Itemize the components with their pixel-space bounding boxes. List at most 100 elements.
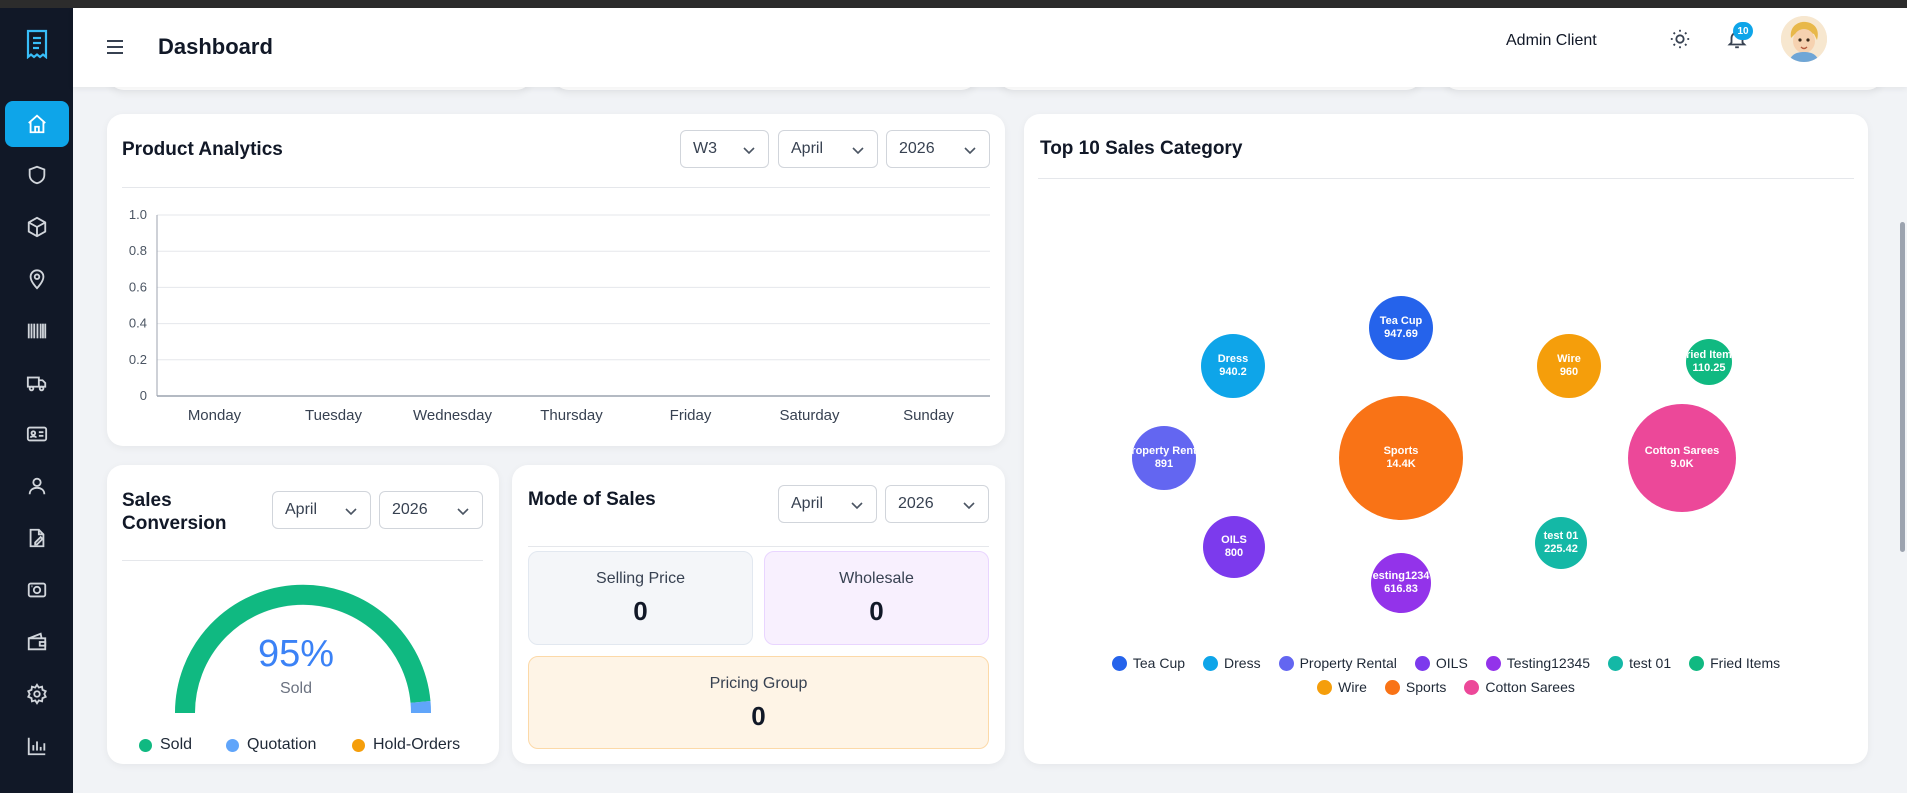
- legend-dot: [1464, 679, 1480, 695]
- chevron-down-icon: [345, 508, 357, 516]
- sidebar-item-users[interactable]: [5, 463, 69, 509]
- bubble-value: 947.69: [1384, 328, 1418, 340]
- browser-top-strip: [0, 0, 1907, 8]
- top-sales-category-title: Top 10 Sales Category: [1040, 138, 1243, 159]
- sidebar-item-documents[interactable]: [5, 515, 69, 561]
- bubble-testing12345[interactable]: esting1234 616.83: [1371, 553, 1431, 613]
- legend-dot: [1608, 655, 1624, 671]
- sidebar-item-wallet[interactable]: [5, 619, 69, 665]
- bubble-value: 940.2: [1219, 366, 1247, 378]
- legend-item-test-01[interactable]: test 01: [1608, 655, 1671, 671]
- sidebar-item-delivery[interactable]: [5, 360, 69, 406]
- legend-item-property-rental[interactable]: Property Rental: [1278, 655, 1397, 671]
- card-divider: [122, 187, 990, 188]
- id-card-icon: [26, 426, 48, 442]
- legend-label: Wire: [1338, 679, 1367, 695]
- sales-conversion-month-select[interactable]: April: [272, 491, 371, 529]
- camera-icon: [27, 582, 47, 598]
- bubble-value: 110.25: [1692, 362, 1726, 374]
- product-analytics-card: Product Analytics W3 April 2026 0 0.2 0.4 0…: [107, 114, 1005, 446]
- y-tick-label: 0.6: [129, 279, 147, 294]
- wholesale-box: Wholesale 0: [764, 551, 989, 645]
- mode-of-sales-month-select[interactable]: April: [778, 485, 877, 523]
- bubble-sports[interactable]: Sports 14.4K: [1339, 396, 1463, 520]
- legend-dot: [1203, 655, 1219, 671]
- legend-item-sold[interactable]: Sold: [139, 736, 192, 754]
- bubble-property-rental[interactable]: roperty Rent 891: [1132, 426, 1196, 490]
- map-pin-icon: [29, 269, 45, 290]
- settings-icon: [27, 683, 47, 705]
- legend-item-tea-cup[interactable]: Tea Cup: [1111, 655, 1185, 671]
- gauge-sub-label: Sold: [279, 680, 313, 697]
- wallet-icon: [27, 632, 47, 651]
- sales-conversion-year-select[interactable]: 2026: [379, 491, 483, 529]
- bubble-cotton-sarees[interactable]: Cotton Sarees 9.0K: [1628, 404, 1736, 512]
- page-scrollbar-thumb[interactable]: [1900, 222, 1905, 552]
- month-select[interactable]: April: [778, 130, 878, 168]
- legend-item-hold-orders[interactable]: Hold-Orders: [352, 736, 460, 754]
- bubble-label: Wire: [1557, 353, 1581, 365]
- legend-dot: [1384, 679, 1400, 695]
- legend-item-oils[interactable]: OILS: [1414, 655, 1468, 671]
- pricing-group-label: Pricing Group: [709, 675, 808, 692]
- user-name[interactable]: Admin Client: [1506, 32, 1597, 49]
- edit-document-icon: [29, 528, 45, 548]
- y-tick-label: 0: [140, 388, 147, 403]
- legend-item-wire[interactable]: Wire: [1317, 679, 1367, 695]
- product-analytics-line-chart: 0 0.2 0.4 0.6 0.8 1.0 Monday Tuesday Wednesday Th…: [129, 207, 990, 424]
- sidebar-item-security[interactable]: [5, 152, 69, 198]
- bar-chart-icon: [27, 737, 46, 756]
- top-header: Dashboard: [73, 8, 1907, 87]
- theme-toggle-sun-icon[interactable]: [1669, 28, 1691, 50]
- sidebar-item-media[interactable]: [5, 567, 69, 613]
- legend-dot: [1111, 655, 1127, 671]
- hamburger-menu-icon[interactable]: [105, 38, 125, 56]
- y-tick-label: 0.8: [129, 243, 147, 258]
- bubble-label: esting1234: [1372, 570, 1430, 582]
- bubble-wire[interactable]: Wire 960: [1537, 334, 1601, 398]
- bubble-oils[interactable]: OILS 800: [1203, 516, 1265, 578]
- bubble-test-01[interactable]: test 01 225.42: [1535, 517, 1587, 569]
- user-avatar[interactable]: [1781, 16, 1827, 62]
- receipt-logo-icon[interactable]: [0, 22, 73, 66]
- legend-label: test 01: [1629, 655, 1672, 671]
- legend-dot: [352, 738, 365, 752]
- sidebar-item-barcodes[interactable]: [5, 308, 69, 354]
- selling-price-value: 0: [633, 596, 648, 626]
- bubble-value: 9.0K: [1670, 458, 1694, 470]
- legend-item-cotton-sarees[interactable]: Cotton Sarees: [1464, 679, 1575, 695]
- wholesale-label: Wholesale: [839, 570, 914, 587]
- legend-item-fried-items[interactable]: Fried Items: [1689, 655, 1780, 671]
- mode-of-sales-year-select[interactable]: 2026: [885, 485, 989, 523]
- sidebar-item-contacts[interactable]: [5, 411, 69, 457]
- page-title: Dashboard: [158, 34, 273, 59]
- card-divider: [528, 546, 989, 547]
- bubble-fried-items[interactable]: ried Item 110.25: [1686, 339, 1732, 385]
- bubble-tea-cup[interactable]: Tea Cup 947.69: [1369, 296, 1433, 360]
- legend-item-testing12345[interactable]: Testing12345: [1485, 655, 1590, 671]
- bubble-dress[interactable]: Dress 940.2: [1201, 334, 1265, 398]
- sidebar-item-home[interactable]: [5, 101, 69, 147]
- legend-item-dress[interactable]: Dress: [1203, 655, 1261, 671]
- week-select[interactable]: W3: [680, 130, 769, 168]
- chevron-down-icon: [457, 508, 469, 516]
- legend-dot: [226, 738, 239, 752]
- selling-price-label: Selling Price: [596, 570, 685, 587]
- sales-conversion-title: Sales Conversion: [122, 490, 227, 534]
- legend-item-sports[interactable]: Sports: [1384, 679, 1446, 695]
- sidebar-item-locations[interactable]: [5, 256, 69, 302]
- bubble-label: Cotton Sarees: [1644, 445, 1720, 457]
- x-tick-label: Sunday: [903, 407, 954, 424]
- selling-price-box: Selling Price 0: [528, 551, 753, 645]
- year-select[interactable]: 2026: [886, 130, 990, 168]
- bubble-value: 960: [1559, 366, 1579, 378]
- y-tick-label: 1.0: [129, 207, 147, 222]
- sidebar-item-reports[interactable]: [5, 723, 69, 769]
- legend-item-quotation[interactable]: Quotation: [226, 736, 316, 754]
- bubble-label: Sports: [1383, 445, 1419, 457]
- bubble-label: test 01: [1543, 530, 1579, 542]
- legend-dot: [1689, 655, 1705, 671]
- bubble-label: ried Item: [1686, 349, 1732, 361]
- sidebar-item-settings[interactable]: [5, 671, 69, 717]
- sidebar-item-products[interactable]: [5, 204, 69, 250]
